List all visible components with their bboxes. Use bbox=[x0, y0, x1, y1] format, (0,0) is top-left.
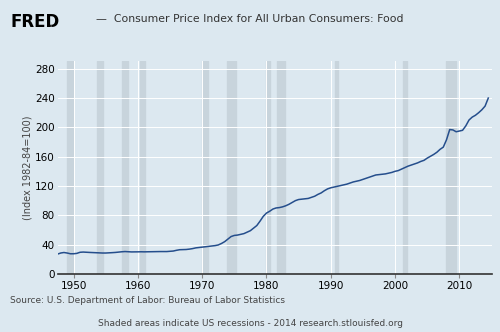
Bar bbox=[446, 61, 456, 274]
Bar bbox=[227, 61, 235, 274]
Bar bbox=[66, 61, 73, 274]
Bar bbox=[96, 61, 102, 274]
Text: Source: U.S. Department of Labor: Bureau of Labor Statistics: Source: U.S. Department of Labor: Bureau… bbox=[10, 296, 285, 305]
Bar bbox=[266, 61, 270, 274]
Text: —  Consumer Price Index for All Urban Consumers: Food: — Consumer Price Index for All Urban Con… bbox=[96, 14, 404, 24]
Bar bbox=[277, 61, 285, 274]
Bar bbox=[403, 61, 407, 274]
Bar bbox=[140, 61, 145, 274]
Y-axis label: (Index 1982-84=100): (Index 1982-84=100) bbox=[22, 116, 32, 220]
Bar bbox=[334, 61, 338, 274]
Text: Shaded areas indicate US recessions - 2014 research.stlouisfed.org: Shaded areas indicate US recessions - 20… bbox=[98, 319, 403, 328]
Bar bbox=[202, 61, 208, 274]
Text: FRED: FRED bbox=[10, 13, 59, 31]
Bar bbox=[122, 61, 128, 274]
Text: .: . bbox=[48, 16, 52, 30]
